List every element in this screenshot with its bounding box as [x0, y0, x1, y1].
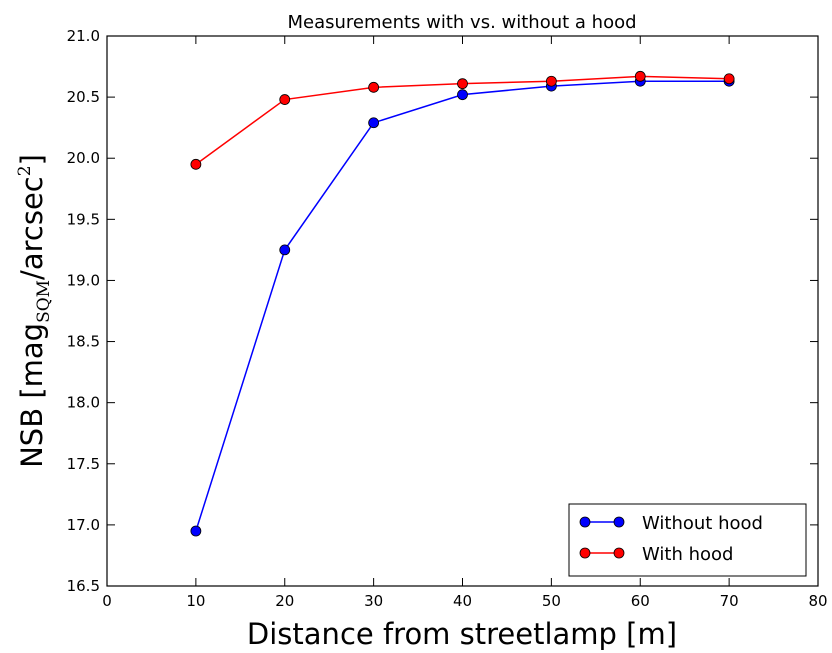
legend-item: Without hood [579, 513, 763, 534]
x-tick-label: 40 [453, 592, 472, 610]
y-tick-label: 19.0 [67, 271, 100, 289]
y-axis-label: NSB [magSQM/arcsec2] [15, 154, 54, 468]
y-axis-label-subscript: SQM [34, 280, 54, 323]
y-tick-label: 21.0 [67, 27, 100, 45]
legend-marker [613, 516, 625, 528]
legend-item: With hood [579, 544, 733, 565]
series-without-hood [190, 75, 735, 537]
series-line-without-hood [195, 80, 730, 532]
x-tick-label: 70 [720, 592, 739, 610]
data-point-without-hood [190, 525, 202, 537]
y-tick-label: 17.5 [67, 455, 100, 473]
data-point-without-hood [368, 117, 380, 129]
data-point-with-hood [545, 75, 557, 87]
legend-label: Without hood [642, 513, 763, 534]
x-axis-label: Distance from streetlamp [m] [247, 617, 677, 651]
data-point-with-hood [457, 78, 468, 90]
data-point-without-hood [279, 244, 291, 256]
data-point-with-hood [368, 81, 380, 93]
data-point-with-hood [634, 70, 646, 82]
x-tick-label: 60 [631, 592, 650, 610]
data-point-without-hood [457, 89, 468, 101]
legend-marker [613, 547, 625, 559]
legend-label: With hood [642, 544, 733, 565]
y-tick-label: 16.5 [67, 577, 100, 595]
data-point-with-hood [723, 73, 735, 85]
x-tick-label: 30 [364, 592, 383, 610]
y-axis-label-prefix: NSB [mag [15, 323, 49, 468]
legend: Without hood With hood [568, 503, 807, 577]
data-point-with-hood [190, 158, 202, 170]
x-tick-label: 10 [186, 592, 205, 610]
legend-marker [579, 547, 591, 559]
x-tick-label: 0 [102, 592, 112, 610]
y-tick-label: 19.5 [67, 210, 100, 228]
x-tick-label: 20 [275, 592, 294, 610]
y-tick-label: 20.0 [67, 149, 100, 167]
y-tick-label: 18.0 [67, 394, 100, 412]
legend-box [568, 503, 807, 577]
x-tick-label: 50 [542, 592, 561, 610]
x-tick-label: 80 [808, 592, 827, 610]
legend-marker [579, 516, 591, 528]
y-axis-label-middle: /arcsec [15, 176, 49, 280]
y-axis-label-suffix: ] [15, 154, 49, 165]
y-tick-label: 20.5 [67, 88, 100, 106]
series-with-hood [190, 70, 735, 170]
chart-title: Measurements with vs. without a hood [287, 12, 636, 33]
y-axis-label-superscript: 2 [15, 165, 35, 176]
y-tick-label: 18.5 [67, 333, 100, 351]
y-tick-label: 17.0 [67, 516, 100, 534]
data-point-with-hood [279, 94, 291, 105]
